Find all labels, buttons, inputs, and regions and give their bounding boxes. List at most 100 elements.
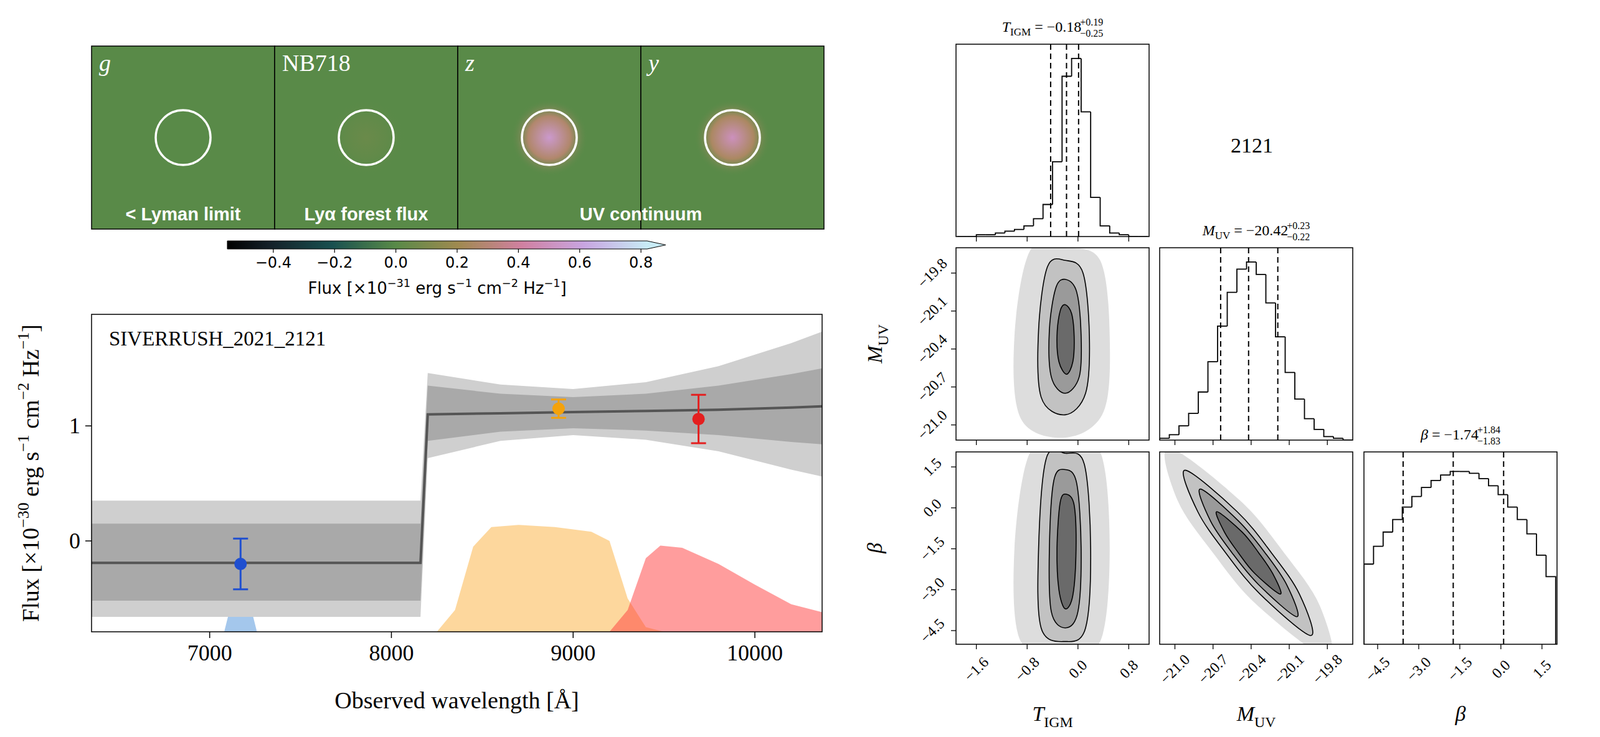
text-part: −31 <box>387 277 411 290</box>
tick <box>951 548 957 550</box>
param-title: MUV= −20.42+0.23−0.22 <box>1202 220 1311 243</box>
contour-level <box>1056 304 1075 375</box>
param-title-minus: −0.25 <box>1079 28 1103 39</box>
band-label: g <box>99 49 111 76</box>
band-label: NB718 <box>282 49 351 76</box>
text-part: ] <box>559 279 567 298</box>
tick <box>975 644 977 650</box>
tick-label: −3.0 <box>916 574 948 606</box>
tick-label: 0.0 <box>1488 657 1514 682</box>
tick-label: −20.4 <box>914 331 951 368</box>
hist-bin <box>1285 336 1296 373</box>
tick <box>1541 644 1543 650</box>
panel-area <box>1159 247 1353 441</box>
param-title-main: TIGM= −0.18 <box>1002 18 1082 38</box>
image-background <box>91 46 275 230</box>
tick <box>1288 440 1290 446</box>
axes-frame <box>91 314 823 633</box>
param-title-main: MUV= −20.42 <box>1202 222 1289 242</box>
panel-area <box>1013 452 1110 645</box>
tick <box>579 249 580 253</box>
model-band <box>91 368 823 602</box>
text-part: −2 <box>501 277 519 290</box>
hist-bin <box>1497 485 1508 495</box>
tick <box>1418 644 1419 650</box>
text-part: = −20.42 <box>1233 222 1288 239</box>
tick <box>1027 236 1028 242</box>
colorbar-bar <box>227 241 648 250</box>
hist-bin <box>1081 58 1091 113</box>
tick-label: 7000 <box>187 640 233 666</box>
hist-bin <box>1275 303 1286 337</box>
tick <box>1027 440 1028 446</box>
hist-bin <box>1507 495 1518 508</box>
image-panels: gNB718zy< Lyman limitLyα forest fluxUV c… <box>91 46 824 230</box>
panel-frame <box>1159 452 1353 645</box>
contour-level <box>1164 452 1333 645</box>
param-title: TIGM= −0.18+0.19−0.25 <box>1002 16 1104 39</box>
tick-label: −0.8 <box>1012 653 1043 685</box>
tick <box>951 424 957 426</box>
tick-label: −0.2 <box>316 254 353 272</box>
hist-bin <box>1005 231 1015 233</box>
panel-frame <box>956 44 1150 237</box>
hist-bin <box>1363 564 1374 645</box>
quantile-line <box>1050 44 1052 237</box>
hist-bin <box>1033 218 1043 226</box>
sed-panel: 7000800090001000001SIVERRUSH_2021_2121Ob… <box>14 314 823 714</box>
tick <box>975 236 977 242</box>
colorbar: −0.4−0.20.00.20.40.60.8Flux [×10−31 erg … <box>227 241 666 298</box>
data-point <box>234 558 247 571</box>
error-bar <box>551 399 567 419</box>
tick-label: −4.5 <box>1362 653 1393 685</box>
filter-curve <box>609 545 823 633</box>
hist-bin <box>1090 112 1100 198</box>
tick <box>391 632 393 639</box>
hist-bin <box>1208 361 1219 393</box>
param-title: β= −1.74+1.84−1.83 <box>1420 424 1501 447</box>
image-frame <box>91 46 275 230</box>
rich-label: Flux [×10−30 erg s−1 cm−2 Hz−1] <box>14 324 44 623</box>
tick <box>1128 644 1130 650</box>
hist-bin <box>1450 471 1460 476</box>
tick <box>1077 440 1079 446</box>
hist-bin <box>1236 269 1247 293</box>
tick <box>951 310 957 312</box>
contour-level <box>1013 247 1110 438</box>
data-point <box>552 402 565 416</box>
panel-title: SIVERRUSH_2021_2121 <box>108 327 326 351</box>
quantile-line <box>1402 452 1404 645</box>
plot-area <box>91 331 823 633</box>
param-title-plus: +0.23 <box>1286 220 1310 232</box>
text-part: Hz <box>518 279 544 298</box>
contour-level <box>1013 452 1110 645</box>
param-title-minus: −1.83 <box>1477 435 1501 447</box>
hist-bin <box>1178 426 1189 435</box>
text-part: Flux [×10 <box>307 279 387 298</box>
hist-bin <box>1373 546 1383 565</box>
x-axis-title: TIGM <box>1031 702 1073 731</box>
hist-bin <box>1217 326 1228 362</box>
text-part: M <box>863 345 887 365</box>
tick <box>518 249 519 253</box>
image-background <box>640 46 824 230</box>
contour-level <box>1183 470 1313 636</box>
hist-bin <box>1527 520 1537 535</box>
tick-label: 0.6 <box>568 254 592 272</box>
hist-bin <box>1099 197 1110 227</box>
tick-label: 1 <box>69 413 81 439</box>
hist-bin <box>1304 399 1315 419</box>
tick <box>640 249 642 253</box>
hist-bin <box>1314 419 1325 430</box>
panel-frame <box>956 452 1150 645</box>
text-part: erg s <box>17 452 44 504</box>
tick <box>1327 644 1328 650</box>
text-part: β <box>1420 426 1429 443</box>
aperture <box>705 110 760 166</box>
text-part: UV <box>1215 229 1231 242</box>
param-title-main: β= −1.74 <box>1420 426 1479 443</box>
data-point <box>692 412 706 426</box>
axis-title: β <box>1454 702 1467 726</box>
source-blob <box>510 99 588 177</box>
tick-label: −20.1 <box>1271 651 1308 688</box>
